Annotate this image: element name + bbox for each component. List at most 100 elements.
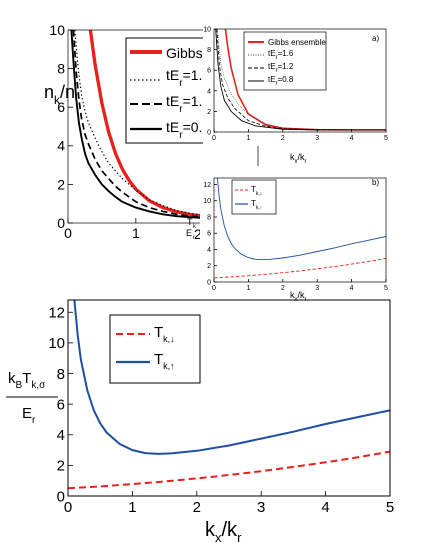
- tl-ytick-label: 0: [57, 215, 65, 231]
- ib-legend-label-down: Tk,↓: [251, 185, 262, 197]
- ia-series-solid-black-line: [215, 29, 386, 131]
- bt-xtick-label: 0: [64, 499, 72, 516]
- ia-series-group: [215, 29, 386, 131]
- bt-ytick-label: 12: [48, 305, 65, 322]
- bt-ytick-label: 10: [48, 335, 65, 352]
- ib-xtick-label: 1: [246, 285, 250, 292]
- ib-axes-frame: [213, 177, 387, 283]
- ib-xtick-label: 5: [384, 285, 388, 292]
- bt-ytick-label: 4: [57, 427, 65, 444]
- tl-series-group: [70, 30, 258, 221]
- ia-xtick-label: 2: [281, 135, 285, 142]
- bt-ytick-label: 6: [57, 396, 65, 413]
- ia-ytick-label: 0: [207, 129, 211, 136]
- ia-xtick-label: 1: [246, 135, 250, 142]
- ia-xtick-label: 4: [350, 135, 354, 142]
- bt-series-group: [68, 300, 390, 490]
- ib-legend-box: [231, 179, 277, 215]
- ia-ytick-label: 4: [207, 88, 211, 95]
- bt-legend-label-up: Tk,↑: [154, 351, 175, 371]
- ia-ytick-label: 10: [203, 26, 211, 33]
- tl-xtick-label: 1: [132, 225, 140, 241]
- bt-ylabel: kBTk,σ Er: [6, 370, 58, 426]
- bt-axes-frame: [67, 299, 391, 497]
- tl-series-solid-black-line: [70, 30, 258, 221]
- ib-series-group: [214, 178, 386, 279]
- bt-ytick-label: 0: [57, 488, 65, 505]
- tl-xtick-label: 0: [64, 225, 72, 241]
- bt-ylabel-denominator: Er: [22, 405, 36, 426]
- ib-legend-label-up: Tk,↑: [251, 199, 262, 211]
- bt-ylabel-numerator: kBTk,σ: [8, 370, 46, 391]
- fragment-T: T: [187, 217, 193, 227]
- ib-ytick-label: 8: [207, 214, 211, 221]
- bt-xtick-label: 2: [193, 499, 201, 516]
- ia-ytick-label: 8: [207, 47, 211, 54]
- bt-legend-box: [109, 314, 201, 384]
- tl-ytick-label: 10: [49, 22, 65, 38]
- ib-xtick-label: 4: [350, 285, 354, 292]
- tl-ytick-label: 2: [57, 176, 65, 192]
- ia-xtick-label: 0: [212, 135, 216, 142]
- tl-legend: Gibbs e tEr=1.6 tEr=1.2 tEr=0.8: [125, 37, 217, 144]
- bt-xtick-label: 4: [321, 499, 329, 516]
- ia-xtick-label: 3: [315, 135, 319, 142]
- ib-xtick-label: 0: [212, 285, 216, 292]
- bt-ytick-label: 2: [57, 458, 65, 475]
- ib-panel-label: b): [372, 178, 379, 187]
- tl-legend-label-gibbs: Gibbs e: [166, 45, 214, 61]
- ia-tick-labels: 0 1 2 3 4 5 0 2 4 6 8 10: [203, 26, 388, 142]
- bt-legend-label-down: Tk,↓: [154, 324, 175, 344]
- ib-ytick-label: 4: [207, 247, 211, 254]
- bt-xtick-label: 1: [128, 499, 136, 516]
- ia-panel-label: a): [372, 34, 379, 43]
- fragment-r: r: [193, 235, 195, 241]
- tl-legend-box: [125, 37, 217, 144]
- bt-axes: [67, 299, 391, 497]
- tl-series-dashed-line: [72, 30, 258, 220]
- ib-series-dashed-red-line: [214, 257, 386, 279]
- bt-series-dashed-red-line: [68, 450, 390, 490]
- ia-legend-label-16: tEr=1.6: [268, 49, 294, 61]
- bt-xtick-label: 3: [257, 499, 265, 516]
- ia-legend-label-08: tEr=0.8: [268, 75, 294, 87]
- panel-inset-a: 0 1 2 3 4 5 0 2 4 6 8 10 a) kx/kr Gibbs ensemble tE…: [203, 24, 397, 165]
- ib-axes: [213, 177, 387, 283]
- ib-ytick-label: 10: [203, 198, 211, 205]
- fragment-k: k: [193, 224, 197, 230]
- ia-xtick-label: 5: [384, 135, 388, 142]
- fragment-2: 2: [194, 226, 202, 242]
- ia-ytick-label: 2: [207, 109, 211, 116]
- ia-legend-label-12: tEr=1.2: [268, 62, 294, 74]
- ib-legend: Tk,↓ Tk,↑: [231, 179, 277, 215]
- ia-ytick-label: 6: [207, 68, 211, 75]
- ib-ytick-label: 0: [207, 279, 211, 286]
- tl-ytick-label: 4: [57, 138, 65, 154]
- ib-ytick-label: 12: [203, 182, 211, 189]
- ia-xlabel: kx/kr: [290, 152, 307, 165]
- ia-axes: [213, 28, 387, 133]
- ia-legend-label-gibbs: Gibbs ensemble: [268, 38, 326, 47]
- ib-series-solid-blue-line: [216, 178, 386, 261]
- ib-xtick-label: 3: [315, 285, 319, 292]
- panel-top-left: nk/n 0120246810 T k E r 2 Gibbs e tEr=1.…: [44, 22, 259, 242]
- bt-xtick-label: 5: [386, 499, 394, 516]
- ylabel-nk: nk/n: [44, 82, 75, 107]
- bt-ytick-label: 8: [57, 366, 65, 383]
- fragment-E: E: [186, 228, 192, 238]
- ib-ytick-label: 2: [207, 263, 211, 270]
- tl-series-solid-red-line: [88, 30, 258, 221]
- ia-axes-frame: [213, 28, 387, 133]
- tl-ytick-label: 6: [57, 99, 65, 115]
- ia-legend: Gibbs ensemble tEr=1.6 tEr=1.2 tEr=0.8: [243, 31, 326, 91]
- ib-xtick-label: 2: [281, 285, 285, 292]
- inset-b-background: [200, 166, 398, 304]
- bt-legend: Tk,↓ Tk,↑: [109, 314, 201, 384]
- bt-xlabel: kx/kr: [205, 519, 242, 545]
- bt-series-solid-blue-line: [73, 300, 390, 455]
